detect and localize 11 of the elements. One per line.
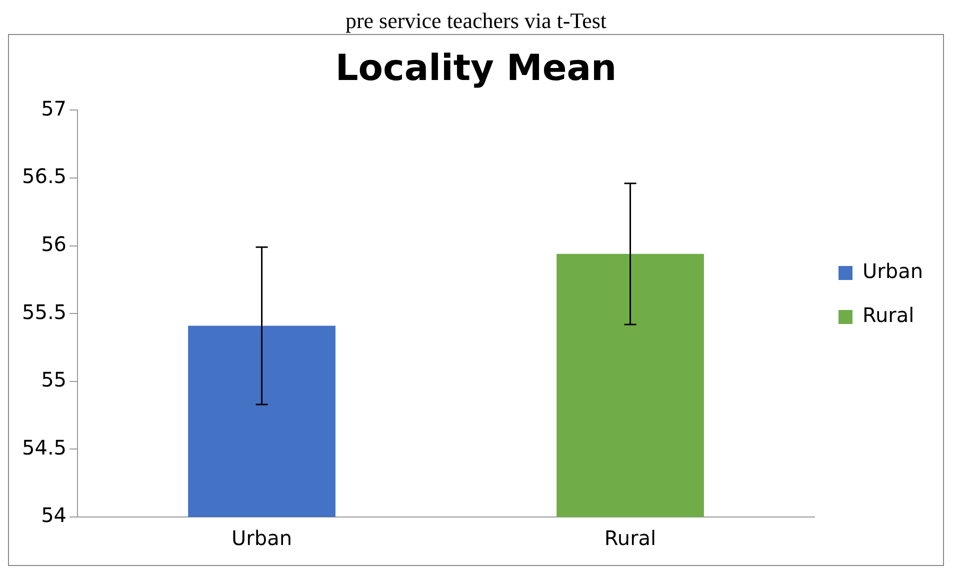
legend-label: Urban xyxy=(862,259,924,284)
y-tick-label: 55.5 xyxy=(22,300,67,324)
legend-label: Rural xyxy=(862,303,914,328)
chart-title: Locality Mean xyxy=(335,48,617,89)
y-tick-label: 55 xyxy=(41,368,67,392)
text: pre service teachers via t-Test xyxy=(344,8,608,34)
y-tick-label: 56.5 xyxy=(22,164,67,188)
y-tick-label: 56 xyxy=(41,232,67,256)
y-tick-label: 57 xyxy=(41,96,67,120)
y-tick-label: 54 xyxy=(41,503,67,528)
y-tick-label: 54.5 xyxy=(22,435,67,460)
